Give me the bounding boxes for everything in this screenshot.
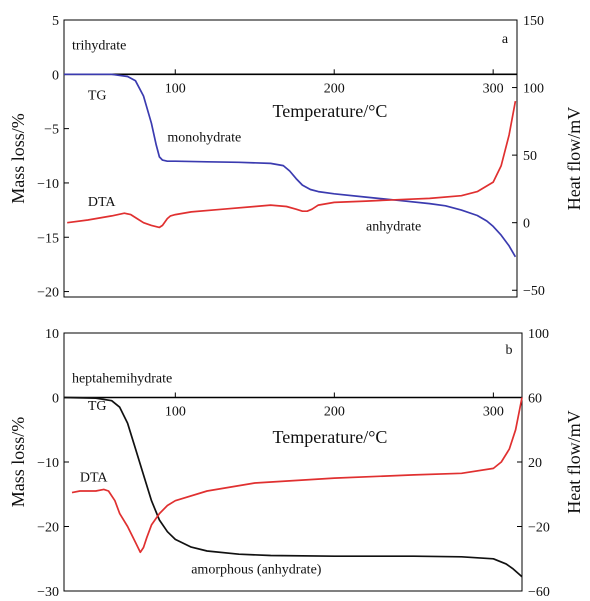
annotation: DTA [80,470,109,485]
y-left-tick-label: −10 [37,177,59,192]
series-dta-line [71,397,523,554]
annotation: monohydrate [167,131,241,146]
x-tick-label: 300 [483,405,504,420]
y-right-tick-label: −20 [528,521,550,536]
series-tg-line [63,396,523,578]
panel-label: b [506,343,513,358]
y-left-tick-label: −15 [37,231,59,246]
y-right-tick-label: −60 [528,585,550,600]
annotation: TG [88,399,107,414]
x-tick-label: 300 [483,81,504,96]
plot-frame [63,19,518,298]
annotation: DTA [88,195,117,210]
y-right-tick-label: 50 [523,149,537,164]
annotation: TG [88,88,107,103]
y-right-axis-title: Heat flow/mV [564,107,584,210]
x-tick-label: 100 [165,81,186,96]
y-left-tick-label: 0 [52,68,59,83]
y-left-axis-title: Mass loss/% [8,113,28,204]
annotation: anhydrate [366,220,421,235]
y-left-tick-label: −20 [37,521,59,536]
y-right-tick-label: 0 [523,217,530,232]
y-left-axis-title: Mass loss/% [8,417,28,508]
y-right-tick-label: 100 [523,82,544,97]
y-right-tick-label: 20 [528,456,542,471]
x-axis-title: Temperature/°C [273,101,388,121]
y-left-tick-label: −30 [37,585,59,600]
y-right-tick-label: 100 [528,327,549,342]
y-left-tick-label: 5 [52,14,59,29]
y-left-tick-label: −20 [37,286,59,301]
series-tg-line [64,73,517,258]
x-axis-title: Temperature/°C [273,427,388,447]
panel-label: a [502,32,509,47]
annotation: heptahemihydrate [72,372,172,387]
y-right-tick-label: −50 [523,284,545,299]
y-right-tick-label: 60 [528,392,542,407]
annotation: trihydrate [72,38,126,53]
y-right-tick-label: 150 [523,14,544,29]
y-left-tick-label: −5 [44,123,59,138]
y-right-axis-title: Heat flow/mV [564,410,584,513]
x-tick-label: 200 [324,81,345,96]
x-tick-label: 100 [165,405,186,420]
y-left-tick-label: 10 [45,327,59,342]
x-tick-label: 200 [324,405,345,420]
series-dta-line [67,100,517,229]
y-left-tick-label: 0 [52,392,59,407]
y-left-tick-label: −10 [37,456,59,471]
annotation: amorphous (anhydrate) [191,563,322,578]
